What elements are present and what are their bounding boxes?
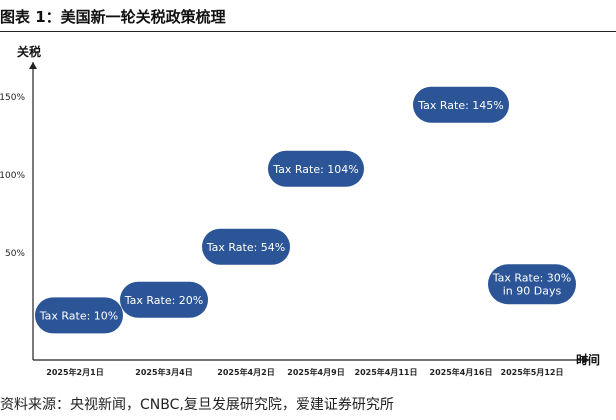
tax-rate-label: in 90 Days: [503, 285, 562, 298]
tax-rate-pill: [120, 281, 208, 318]
tax-rate-pill: [268, 150, 364, 187]
tax-rate-label: Tax Rate: 54%: [206, 241, 286, 254]
x-axis-arrow-icon: [582, 356, 590, 364]
x-tick-label: 2025年3月4日: [135, 367, 192, 377]
y-axis-arrow-icon: [29, 62, 37, 69]
tax-rate-pill: [413, 86, 509, 123]
x-tick-label: 2025年4月11日: [355, 367, 418, 377]
tax-rate-label: Tax Rate: 10%: [39, 309, 119, 322]
tax-rate-pill: [202, 228, 290, 265]
tax-rate-label: Tax Rate: 20%: [124, 294, 204, 307]
tax-rate-label: Tax Rate: 30%: [492, 272, 572, 285]
x-axis-label: 时间: [576, 352, 600, 367]
x-tick-label: 2025年5月12日: [501, 367, 564, 377]
y-axis-label: 关税: [17, 44, 41, 59]
tax-rate-pill: [488, 264, 576, 305]
x-tick-label: 2025年4月16日: [430, 367, 493, 377]
y-tick-label: 50%: [5, 249, 25, 259]
x-tick-label: 2025年4月2日: [217, 367, 274, 377]
y-tick-label: 150%: [0, 93, 25, 103]
y-tick-label: 100%: [0, 171, 25, 181]
x-tick-label: 2025年2月1日: [46, 367, 103, 377]
chart-title: 图表 1：美国新一轮关税政策梳理: [0, 8, 226, 26]
tax-rate-label: Tax Rate: 104%: [272, 163, 359, 176]
source-note: 资料来源：央视新闻，CNBC,复旦发展研究院，爱建证券研究所: [0, 397, 394, 413]
tax-rate-pill: [35, 297, 123, 334]
title-divider: [0, 31, 616, 32]
x-tick-label: 2025年4月9日: [287, 367, 344, 377]
tax-rate-label: Tax Rate: 145%: [417, 99, 504, 112]
